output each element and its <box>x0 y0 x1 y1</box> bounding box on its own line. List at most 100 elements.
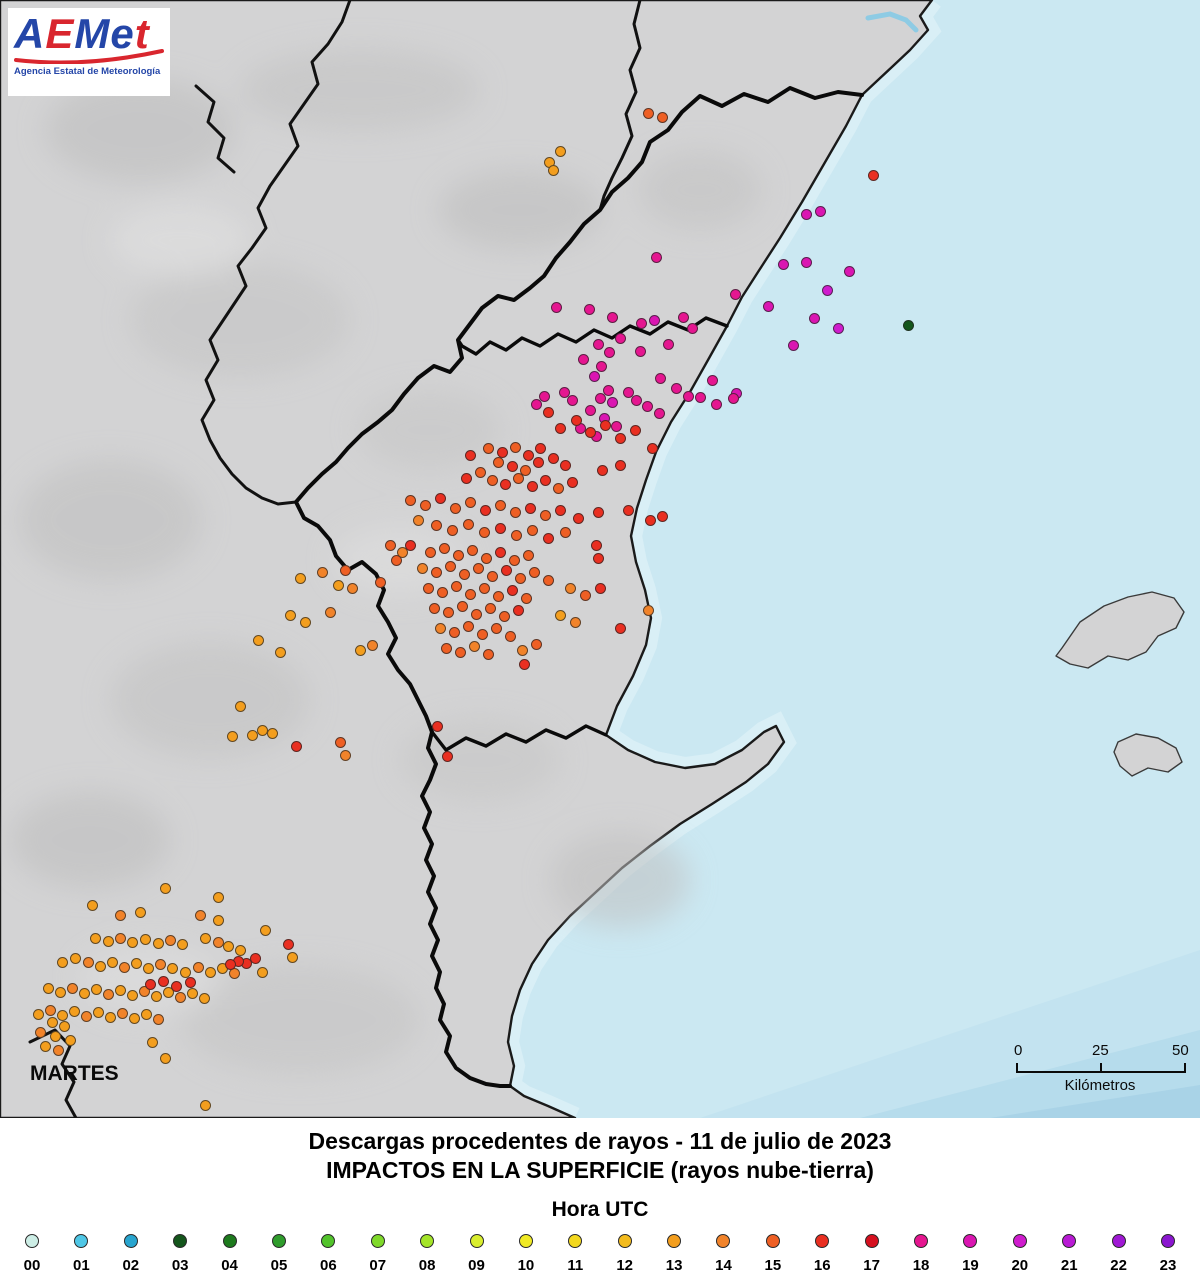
legend-hour-item: 01 <box>61 1234 101 1274</box>
legend-hour-item: 03 <box>160 1234 200 1274</box>
legend-hour-label: 09 <box>468 1257 485 1274</box>
map-area: AEMet Agencia Estatal de Meteorología MA… <box>0 0 1200 1118</box>
legend-hour-label: 20 <box>1011 1257 1029 1274</box>
legend-hour-label: 01 <box>73 1257 90 1274</box>
legend-hour-item: 13 <box>654 1234 694 1274</box>
legend-hour-label: 05 <box>270 1257 288 1274</box>
sea-band-3 <box>990 1085 1200 1118</box>
legend-hour-label: 10 <box>517 1257 535 1274</box>
legend-hour-item: 19 <box>950 1234 990 1274</box>
legend-hour-dot <box>271 1234 286 1248</box>
legend-hour-dot <box>123 1234 138 1248</box>
logo-letter: E <box>45 10 75 57</box>
legend-hour-dot <box>1062 1234 1077 1248</box>
logo-letter: A <box>14 10 46 57</box>
scale-bar-numbers: 0 25 50 <box>1012 1042 1189 1062</box>
legend-hour-dot <box>25 1234 39 1248</box>
scale-bar: 0 25 50 Kilómetros <box>1012 1042 1189 1094</box>
legend-hour-label: 19 <box>962 1257 979 1274</box>
legend-hour-dot <box>370 1234 385 1248</box>
legend-hour-dot <box>222 1234 237 1248</box>
legend-hour-dot <box>74 1234 89 1248</box>
legend-hour-item: 02 <box>111 1234 151 1274</box>
legend-hour-dot <box>1012 1234 1027 1248</box>
legend-hour-label: 12 <box>616 1257 634 1274</box>
legend-hour-label: 22 <box>1110 1257 1127 1274</box>
map-title-line2: IMPACTOS EN LA SUPERFICIE (rayos nube-ti… <box>326 1157 874 1183</box>
legend-hour-item: 05 <box>259 1234 299 1274</box>
legend-hour-label: 02 <box>122 1257 140 1274</box>
legend-hour-label: 07 <box>369 1257 387 1274</box>
island-ibiza <box>1055 591 1185 669</box>
legend-hour-label: 18 <box>912 1257 930 1274</box>
logo-letter: e <box>110 10 135 57</box>
hour-legend: 00 01 02 03 04 05 06 07 08 09 10 11 12 13 14 15 16 17 18 19… <box>0 1234 1200 1274</box>
legend-hour-dot <box>568 1234 583 1248</box>
logo-letter: M <box>74 10 111 57</box>
map-title-line1: Descargas procedentes de rayos - 11 de j… <box>308 1128 892 1154</box>
island-formentera <box>1113 733 1183 777</box>
info-panel: Descargas procedentes de rayos - 11 de j… <box>0 1118 1200 1280</box>
legend-hour-label: 16 <box>813 1257 831 1274</box>
legend-hour-item: 06 <box>308 1234 348 1274</box>
scale-bar-tick-mark <box>1184 1063 1186 1071</box>
legend-hour-label: 03 <box>171 1257 189 1274</box>
legend-hour-item: 23 <box>1148 1234 1188 1274</box>
legend-hour-label: 21 <box>1060 1257 1078 1274</box>
legend-hour-item: 04 <box>210 1234 250 1274</box>
legend-hour-dot <box>518 1234 533 1248</box>
scale-bar-tick-mark <box>1016 1063 1018 1071</box>
legend-hour-label: 23 <box>1159 1257 1177 1274</box>
legend-hour-dot <box>617 1234 632 1248</box>
legend-hour-item: 22 <box>1099 1234 1139 1274</box>
legend-hour-item: 20 <box>1000 1234 1040 1274</box>
legend-hour-dot <box>963 1234 978 1248</box>
legend-hour-item: 14 <box>703 1234 743 1274</box>
legend-hour-dot <box>1111 1234 1126 1248</box>
weekday-label: MARTES <box>30 1062 119 1085</box>
legend-hour-dot <box>321 1234 336 1248</box>
legend-hour-item: 15 <box>753 1234 793 1274</box>
legend-hour-item: 21 <box>1049 1234 1089 1274</box>
legend-hour-dot <box>420 1234 435 1248</box>
scale-bar-tick-mark <box>1100 1063 1102 1071</box>
legend-hour-dot <box>914 1234 929 1248</box>
delta-lagoon <box>865 11 919 33</box>
legend-hour-label: 13 <box>665 1257 683 1274</box>
legend-hour-dot <box>173 1234 188 1248</box>
aemet-logo-subtitle: Agencia Estatal de Meteorología <box>14 66 161 77</box>
legend-hour-item: 00 <box>12 1234 52 1274</box>
base-map-svg <box>0 0 1200 1118</box>
legend-hour-item: 17 <box>852 1234 892 1274</box>
legend-hour-label: 15 <box>764 1257 782 1274</box>
legend-hour-item: 12 <box>605 1234 645 1274</box>
legend-hour-item: 07 <box>358 1234 398 1274</box>
legend-hour-item: 18 <box>901 1234 941 1274</box>
scale-bar-unit: Kilómetros <box>1064 1077 1136 1094</box>
legend-hour-item: 09 <box>457 1234 497 1274</box>
aemet-logo-wordmark: AEMet <box>14 12 164 56</box>
legend-hour-label: 11 <box>567 1257 584 1274</box>
legend-hour-label: 14 <box>715 1257 732 1274</box>
logo-letter: t <box>134 10 150 57</box>
scale-tick-25: 25 <box>1092 1042 1109 1059</box>
legend-hour-label: 17 <box>863 1257 880 1274</box>
legend-hour-label: 04 <box>221 1257 238 1274</box>
aemet-logo: AEMet Agencia Estatal de Meteorología <box>8 8 170 96</box>
sea-band-2 <box>860 1030 1200 1118</box>
legend-hour-label: 08 <box>418 1257 436 1274</box>
scale-bar-line <box>1016 1062 1186 1073</box>
scale-tick-50: 50 <box>1172 1042 1189 1059</box>
legend-hour-dot <box>815 1234 830 1248</box>
legend-hour-dot <box>864 1234 879 1248</box>
legend-hour-label: 06 <box>320 1257 337 1274</box>
legend-hour-dot <box>469 1234 484 1248</box>
legend-hour-dot <box>1160 1234 1175 1248</box>
legend-hour-item: 16 <box>802 1234 842 1274</box>
logo-swoosh-icon <box>14 49 164 64</box>
scale-tick-0: 0 <box>1014 1042 1023 1059</box>
legend-hour-dot <box>765 1234 780 1248</box>
legend-hour-item: 08 <box>407 1234 447 1274</box>
region-boundary <box>294 86 864 1088</box>
